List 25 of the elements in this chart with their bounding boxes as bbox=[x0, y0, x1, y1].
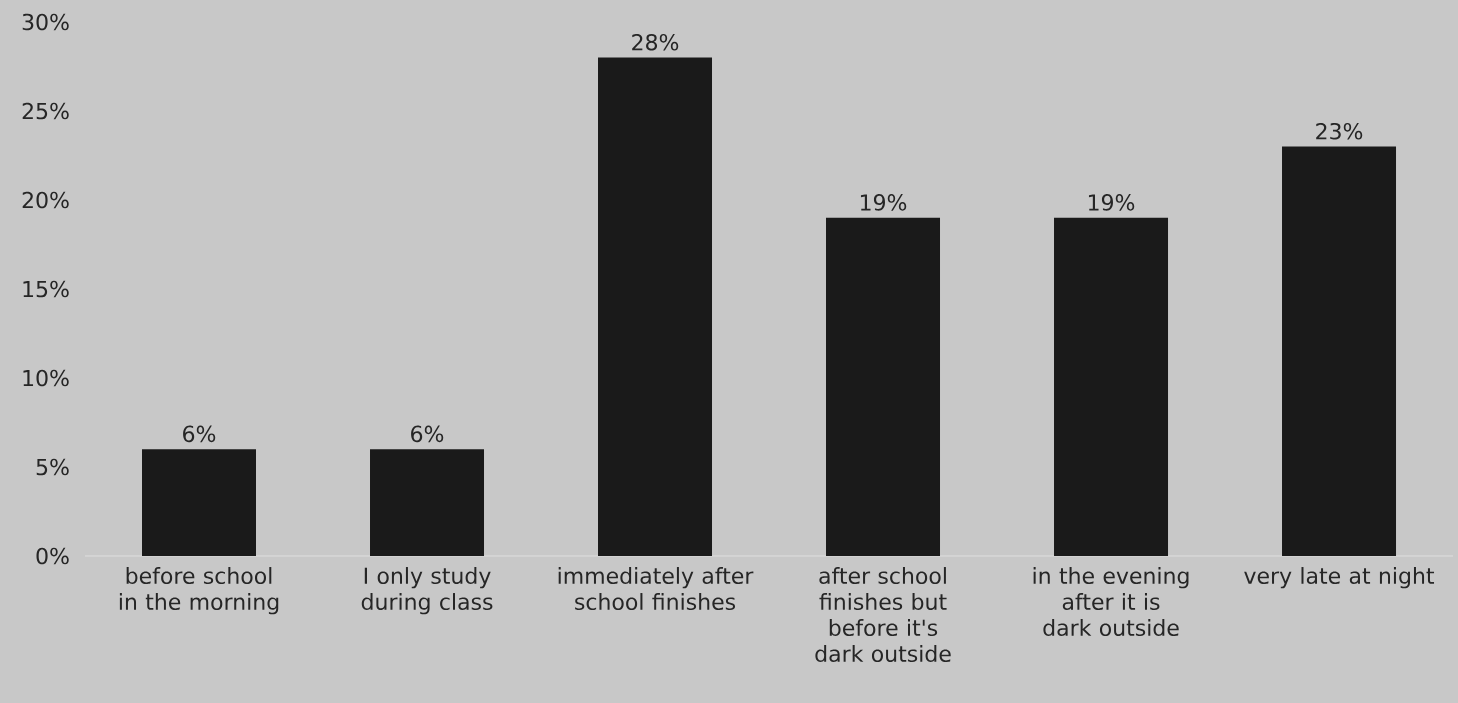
bar bbox=[826, 217, 941, 556]
x-tick-label: in the evening after it is dark outside bbox=[1033, 567, 1189, 637]
bar bbox=[1282, 146, 1397, 556]
y-tick-label: 10% bbox=[23, 369, 69, 387]
data-label: 6% bbox=[411, 425, 444, 443]
x-tick-label: before school in the morning bbox=[119, 567, 279, 615]
y-tick-label: 15% bbox=[23, 280, 69, 298]
x-tick-label: very late at night bbox=[1244, 567, 1435, 589]
y-tick-label: 20% bbox=[22, 191, 69, 209]
data-label: 6% bbox=[183, 425, 216, 443]
data-label: 23% bbox=[1316, 122, 1363, 140]
data-label: 28% bbox=[632, 33, 679, 51]
y-tick-label: 25% bbox=[22, 102, 69, 120]
data-label: 19% bbox=[860, 194, 907, 211]
y-tick-label: 0% bbox=[36, 547, 69, 565]
bar bbox=[598, 57, 713, 556]
y-tick-label: 5% bbox=[36, 458, 69, 476]
x-tick-label: I only study during class bbox=[361, 567, 493, 615]
bar bbox=[142, 449, 256, 556]
data-label: 19% bbox=[1088, 194, 1135, 211]
x-tick-label: after school finishes but before it's dark outside bbox=[815, 567, 951, 663]
y-tick-label: 30% bbox=[22, 13, 69, 31]
bar bbox=[1054, 217, 1169, 556]
x-tick-label: immediately after school finishes bbox=[558, 567, 754, 611]
bar bbox=[370, 449, 485, 556]
